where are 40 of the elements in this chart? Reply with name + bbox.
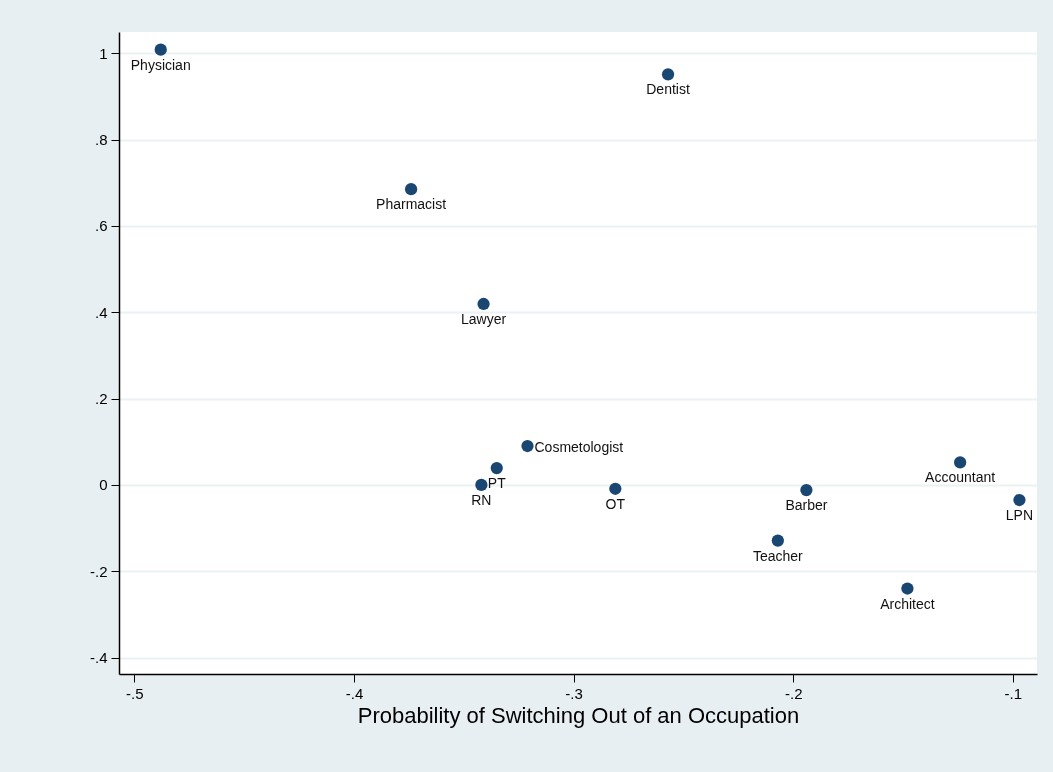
y-tick-label: -.4: [89, 649, 108, 667]
annotation: OT: [605, 495, 626, 512]
point: [901, 582, 914, 595]
annotation: PT: [487, 475, 507, 492]
point: [490, 461, 503, 475]
x-tick-label: -.5: [126, 684, 144, 702]
annotation: Accountant: [925, 469, 996, 486]
point: [800, 483, 813, 497]
annotation: RN: [471, 491, 492, 508]
annotation: Pharmacist: [376, 196, 447, 213]
y-tick-label: 1: [99, 44, 108, 62]
point: [954, 456, 967, 469]
point: [1013, 493, 1026, 507]
annotation: Physician: [130, 56, 191, 73]
point: [154, 43, 167, 56]
y-tick-label: .6: [94, 217, 108, 235]
point: [404, 183, 418, 196]
x-tick-label: -.3: [565, 684, 583, 702]
x-tick-label: -.2: [784, 684, 803, 702]
annotation: Lawyer: [460, 311, 507, 327]
y-tick-label: 0: [99, 476, 108, 494]
point: [475, 478, 488, 492]
annotation: Dentist: [646, 81, 690, 98]
annotation: LPN: [1005, 507, 1034, 524]
point: [771, 534, 784, 547]
annotation: Cosmetologist: [534, 439, 624, 456]
point: [521, 439, 534, 453]
point: [609, 482, 622, 495]
annotation: Teacher: [752, 547, 804, 564]
annotation: Barber: [785, 497, 828, 514]
x-tick-label: -.4: [345, 684, 364, 702]
point: [661, 68, 675, 81]
x-axis-title: Probability of Switching Out of an Occupation: [357, 702, 800, 728]
y-tick-label: .4: [94, 303, 108, 321]
y-tick-label: .2: [94, 390, 108, 408]
annotation: Architect: [880, 595, 935, 612]
point: [477, 297, 490, 311]
y-tick-label: .8: [94, 131, 108, 148]
y-tick-label: -.2: [89, 562, 108, 580]
x-tick-label: -.1: [1004, 684, 1023, 702]
